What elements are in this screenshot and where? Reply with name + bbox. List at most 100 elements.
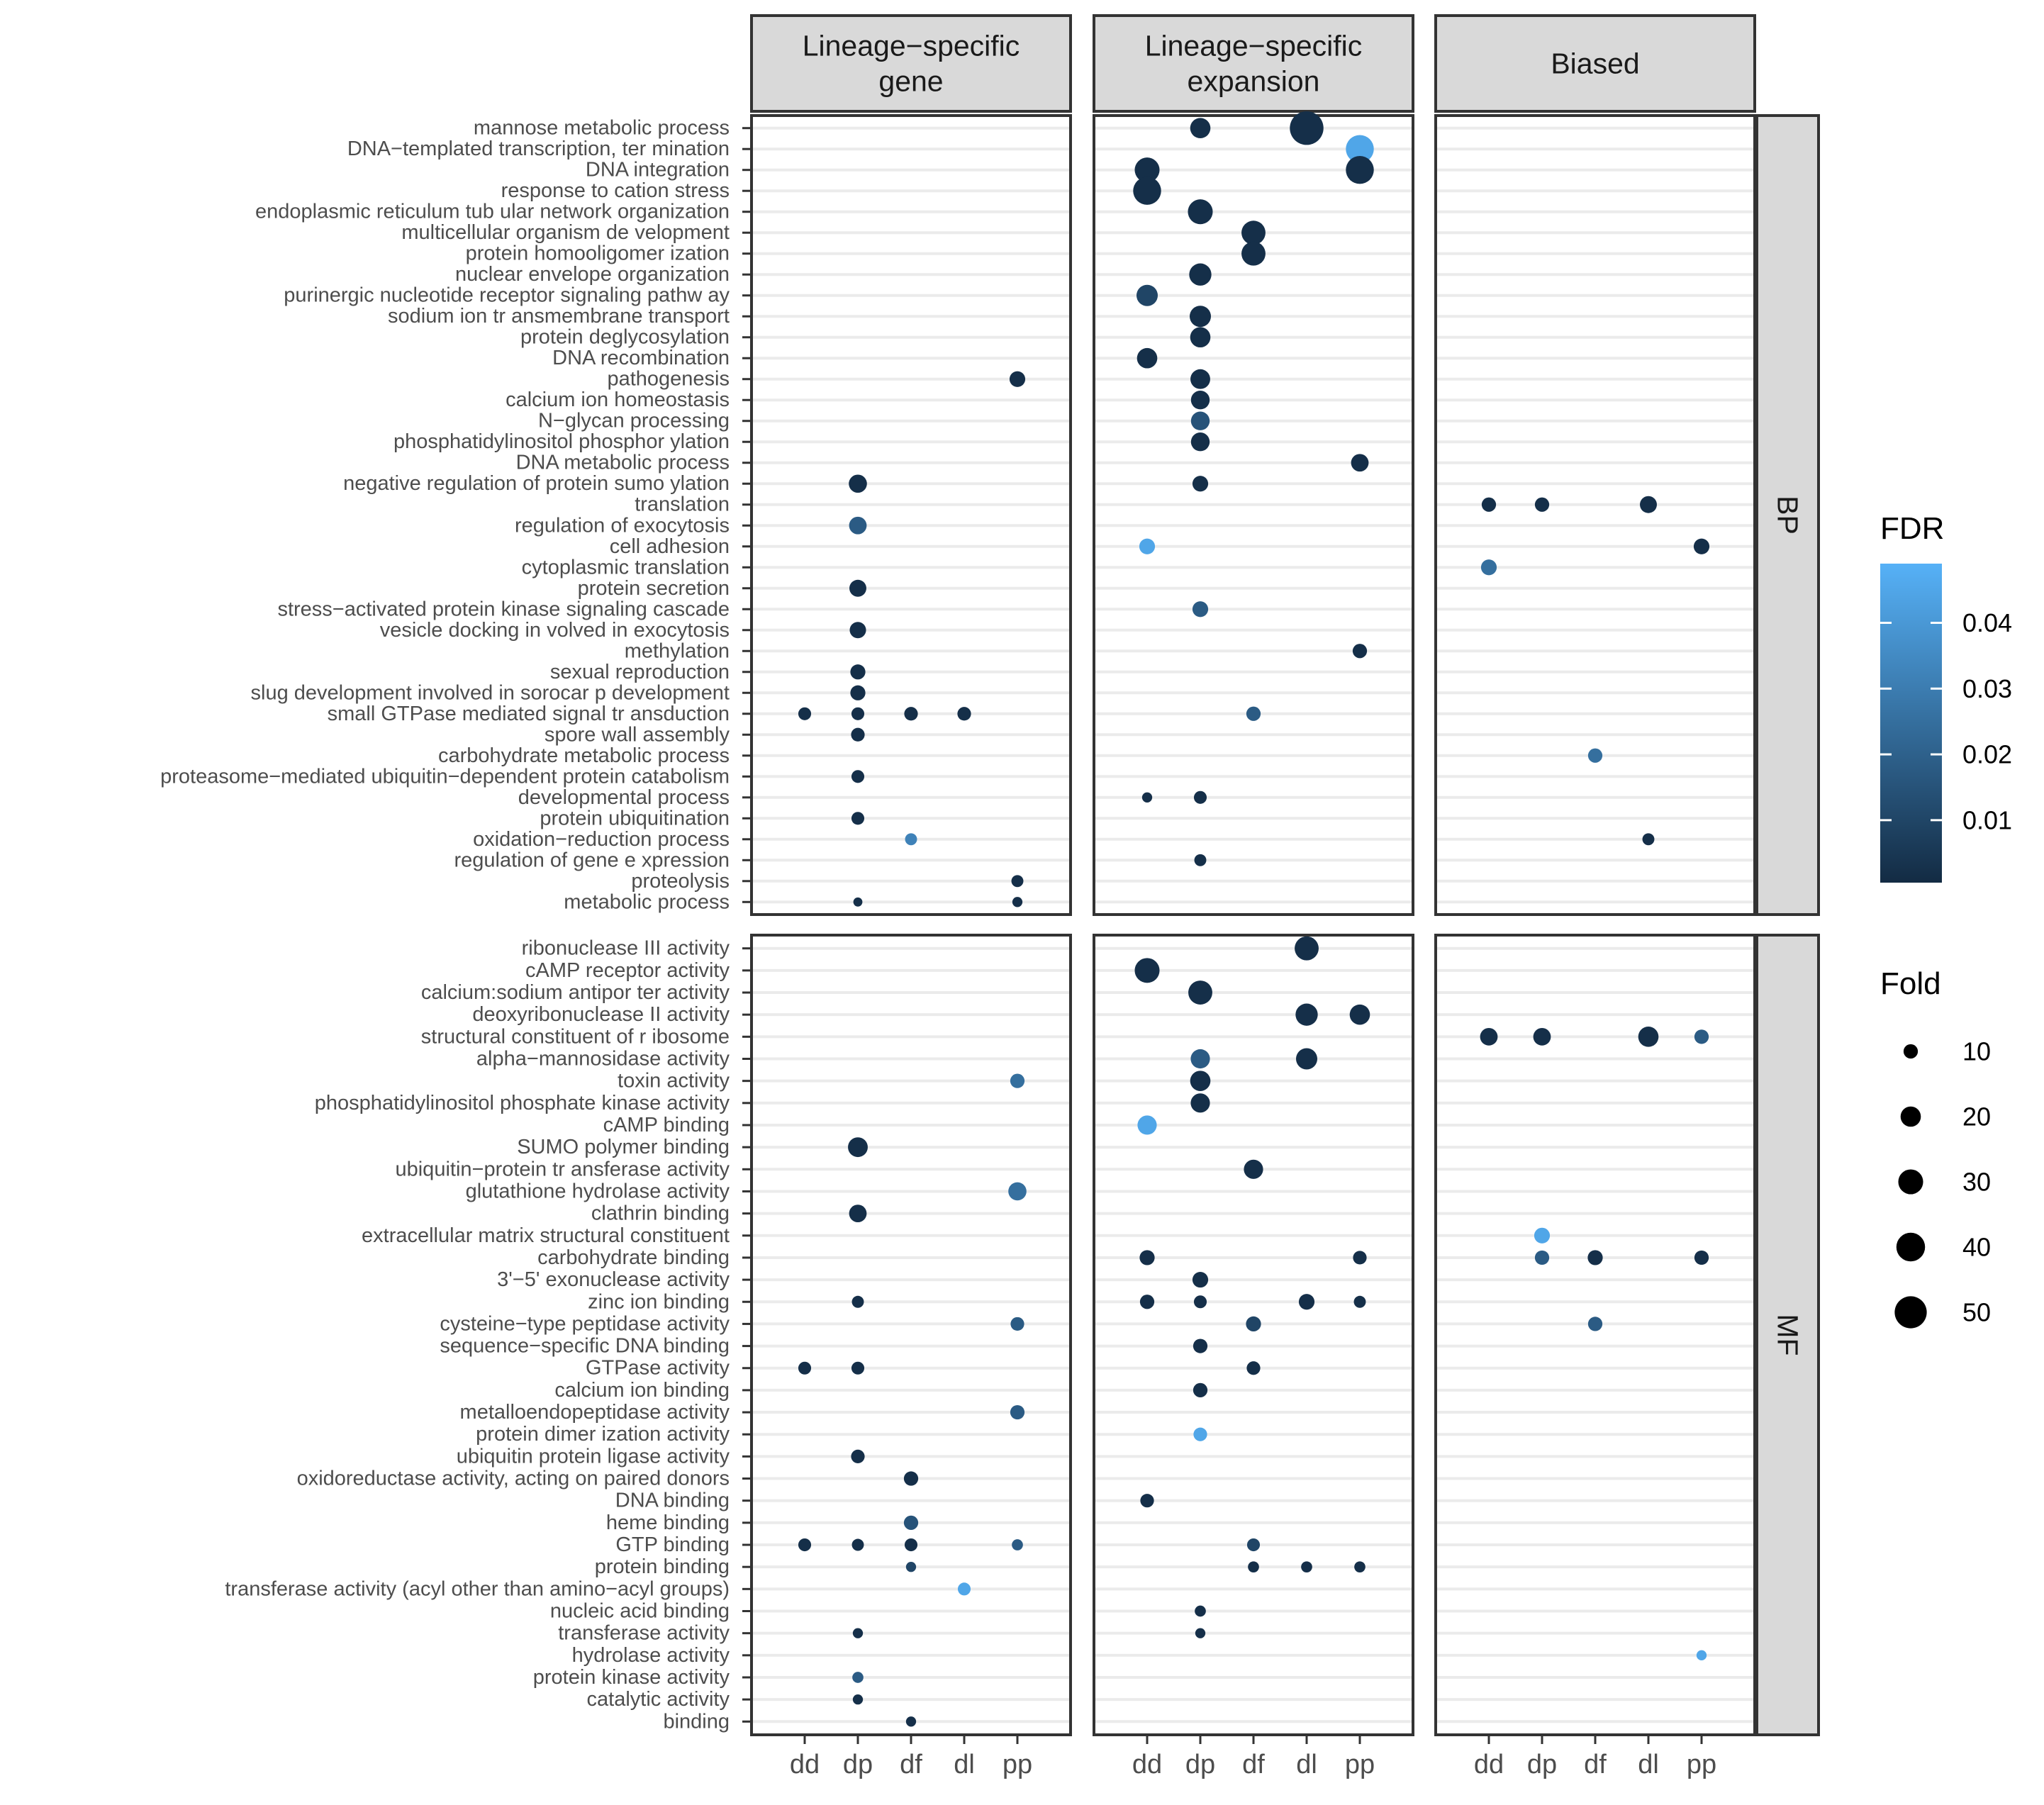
y-tick-label: response to cation stress [501, 179, 730, 202]
y-tick-label: DNA integration [586, 159, 730, 181]
y-tick-label: calcium:sodium antipor ter activity [421, 981, 730, 1004]
y-tick-label: negative regulation of protein sumo ylat… [343, 472, 730, 495]
y-tick-label: hydrolase activity [572, 1644, 730, 1667]
data-point [1534, 1250, 1550, 1265]
data-point [957, 1582, 971, 1596]
fold-key [1894, 1296, 1927, 1329]
data-point [1587, 1250, 1603, 1265]
y-tick-label: metabolic process [564, 890, 730, 913]
y-tick-label: sodium ion tr ansmembrane transport [388, 305, 730, 328]
y-tick-label: phosphatidylinositol phosphor ylation [393, 430, 730, 453]
data-point [1133, 177, 1161, 205]
data-point [903, 1471, 919, 1486]
data-point [849, 1205, 867, 1223]
y-tick-label: deoxyribonuclease II activity [472, 1003, 730, 1026]
y-tick-label: cytoplasmic translation [522, 556, 730, 579]
data-point [1248, 1561, 1259, 1573]
column-strip [750, 14, 1072, 113]
fold-key-label: 10 [1962, 1037, 1991, 1066]
data-point [1011, 875, 1024, 888]
column-strip-label: Lineage−specific [1145, 30, 1363, 62]
data-point [1139, 1250, 1155, 1265]
column-strip-label: expansion [1188, 65, 1320, 98]
data-point [851, 1449, 865, 1463]
x-tick-label: dd [1474, 1750, 1504, 1779]
x-tick-label: dl [1638, 1750, 1659, 1779]
data-point [1244, 1159, 1263, 1179]
data-point [1346, 155, 1374, 184]
column-strip [1434, 14, 1756, 113]
y-tick-label: 3'−5' exonuclease activity [497, 1268, 730, 1291]
data-point [1246, 1361, 1261, 1375]
x-tick-label: pp [1687, 1750, 1716, 1779]
data-point [1241, 220, 1266, 245]
y-tick-label: toxin activity [618, 1070, 730, 1092]
row-strip-label: BP [1772, 496, 1804, 535]
data-point [1352, 644, 1368, 659]
panel-bg [1436, 116, 1755, 915]
data-point [1480, 1027, 1498, 1046]
y-tick-label: nuclear envelope organization [455, 263, 730, 286]
y-tick-label: zinc ion binding [588, 1290, 730, 1313]
x-tick-label: dl [1296, 1750, 1317, 1779]
data-point [1298, 1294, 1315, 1310]
data-point [852, 1694, 864, 1705]
data-point [1136, 284, 1158, 306]
y-tick-label: protein dimer ization activity [476, 1423, 730, 1446]
data-point [1246, 706, 1261, 721]
y-tick-label: protein secretion [578, 577, 730, 600]
data-point [851, 1361, 865, 1375]
data-point [1139, 538, 1156, 554]
y-tick-label: transferase activity (acyl other than am… [225, 1577, 730, 1600]
data-point [1008, 1182, 1027, 1201]
y-tick-label: multicellular organism de velopment [401, 221, 730, 244]
data-point [1192, 476, 1209, 492]
data-point [848, 1137, 868, 1158]
data-point [1694, 1250, 1709, 1265]
fold-key [1898, 1169, 1923, 1195]
data-point [1346, 135, 1374, 163]
data-point [798, 1361, 812, 1375]
y-tick-label: protein kinase activity [533, 1666, 730, 1689]
data-point [851, 770, 865, 783]
data-point [1534, 497, 1550, 512]
y-tick-label: protein binding [595, 1555, 730, 1578]
data-point [1351, 454, 1369, 472]
y-tick-label: heme binding [606, 1511, 730, 1534]
y-tick-label: phosphatidylinositol phosphate kinase ac… [315, 1092, 730, 1114]
data-point [1642, 833, 1655, 846]
panel-bg [752, 935, 1071, 1735]
y-tick-label: protein homooligomer ization [466, 242, 730, 265]
x-tick-label: df [900, 1750, 922, 1779]
data-point [1295, 936, 1319, 961]
y-tick-label: catalytic activity [587, 1688, 730, 1711]
fold-key [1900, 1106, 1921, 1127]
data-point [1189, 263, 1212, 286]
y-tick-label: GTPase activity [586, 1357, 730, 1380]
data-point [851, 1538, 864, 1551]
fold-key-label: 30 [1962, 1168, 1991, 1197]
data-point [1354, 1561, 1366, 1573]
data-point [904, 707, 918, 721]
data-point [1190, 1093, 1210, 1113]
y-tick-label: ubiquitin protein ligase activity [457, 1445, 730, 1468]
data-point [1353, 1251, 1367, 1265]
y-tick-label: DNA−templated transcription, ter minatio… [347, 138, 730, 160]
y-tick-label: GTP binding [615, 1533, 730, 1556]
y-tick-label: metalloendopeptidase activity [460, 1401, 730, 1424]
fdr-tick-label: 0.02 [1962, 740, 2012, 769]
y-tick-label: small GTPase mediated signal tr ansducti… [328, 703, 730, 725]
data-point [1010, 1073, 1025, 1088]
x-tick-label: dp [1527, 1750, 1557, 1779]
y-tick-label: regulation of exocytosis [515, 514, 730, 537]
y-tick-label: vesicle docking in volved in exocytosis [380, 619, 730, 642]
data-point [1349, 1004, 1370, 1025]
data-point [1189, 306, 1212, 328]
y-tick-label: purinergic nucleotide receptor signaling… [284, 284, 730, 307]
data-point [1190, 391, 1210, 410]
y-tick-label: methylation [625, 639, 730, 662]
fold-key [1903, 1044, 1919, 1059]
data-point [1195, 1605, 1206, 1617]
y-tick-label: ribonuclease III activity [522, 937, 730, 960]
data-point [1140, 1494, 1154, 1508]
